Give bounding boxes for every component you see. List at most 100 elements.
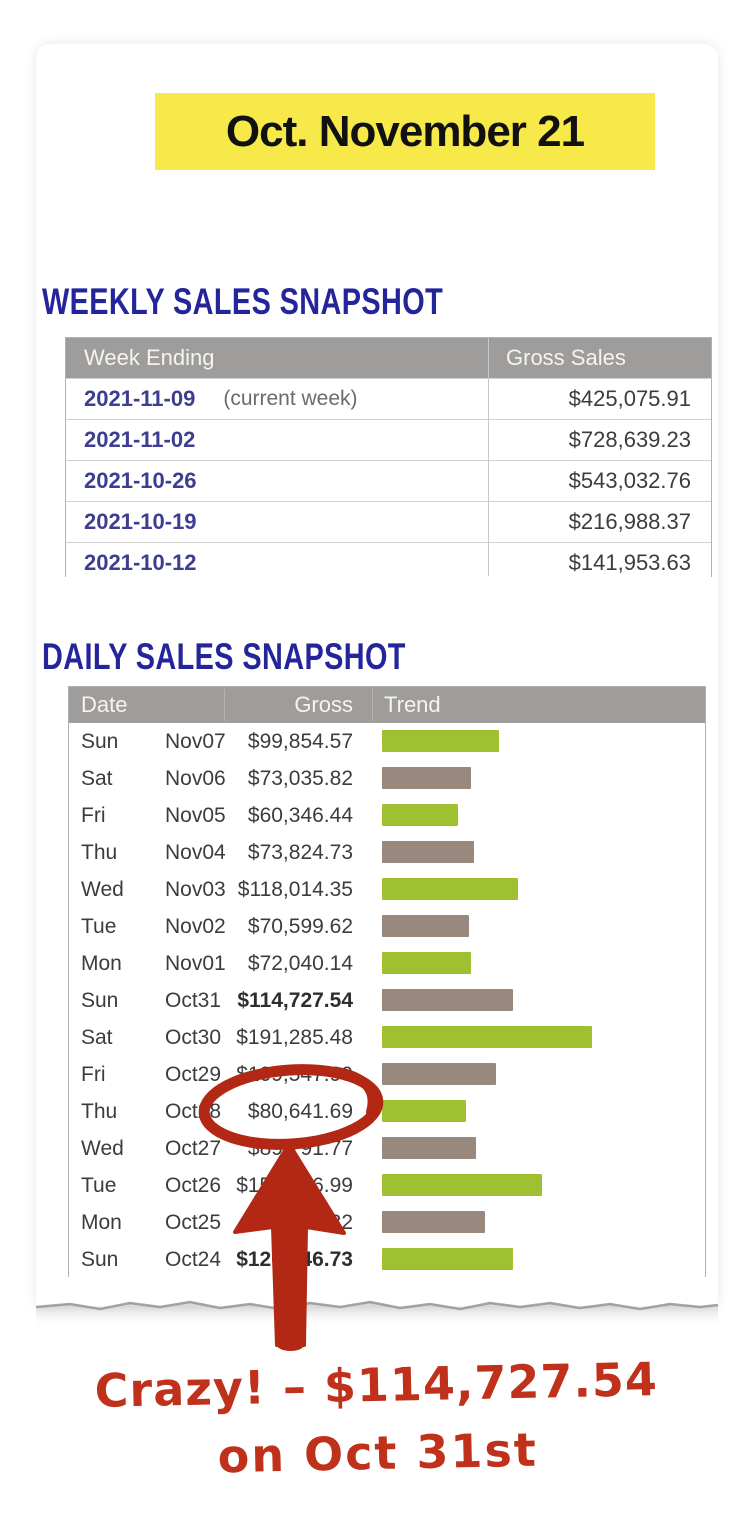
date-label: Nov01: [165, 951, 226, 975]
day-of-week: Tue: [81, 1173, 117, 1197]
daily-row: Sun Oct31 $114,727.54: [69, 982, 705, 1019]
date-label: Nov03: [165, 877, 226, 901]
handwritten-note-line1: Crazy! – $114,727.54: [94, 1352, 659, 1418]
day-of-week: Sun: [81, 1247, 119, 1271]
daily-row: Sun Nov07 $99,854.57: [69, 723, 705, 760]
date-label: Oct26: [165, 1173, 222, 1197]
day-of-week: Tue: [81, 914, 117, 938]
daily-gross-value: $73,035.82: [247, 766, 353, 790]
daily-gross-value: $191,285.48: [236, 1025, 353, 1049]
weekly-section-heading: WEEKLY SALES SNAPSHOT: [42, 281, 444, 322]
trend-bar: [382, 878, 518, 900]
day-of-week: Sat: [81, 766, 113, 790]
week-ending-link[interactable]: 2021-10-26: [84, 468, 197, 493]
date-label: Oct25: [165, 1210, 222, 1234]
date-label: Nov04: [165, 840, 226, 864]
weekly-gross-value: $425,075.91: [568, 386, 691, 411]
weekly-table-header: Week Ending Gross Sales: [66, 338, 711, 378]
daily-gross-value: $118,014.35: [237, 877, 353, 901]
daily-gross-value: $60,346.44: [247, 803, 353, 827]
day-of-week: Sun: [81, 729, 119, 753]
trend-bar: [382, 730, 499, 752]
date-label: Nov02: [165, 914, 226, 938]
daily-row: Sat Oct30 $191,285.48: [69, 1019, 705, 1056]
daily-gross-value: $80,641.69: [247, 1099, 353, 1123]
daily-gross-value: $114,727.54: [237, 988, 353, 1012]
daily-row: Tue Oct26 $151,246.99: [69, 1167, 705, 1204]
weekly-col-gross-sales: Gross Sales: [506, 345, 626, 370]
daily-gross-value: $99,283.32: [247, 1210, 353, 1234]
stats-card: Oct. November 21 WEEKLY SALES SNAPSHOT W…: [36, 44, 718, 1306]
daily-row: Wed Nov03 $118,014.35: [69, 871, 705, 908]
week-ending-link[interactable]: 2021-11-09: [84, 386, 196, 411]
week-ending-link[interactable]: 2021-10-12: [84, 550, 197, 575]
day-of-week: Sat: [81, 1025, 113, 1049]
date-label: Oct30: [165, 1025, 222, 1049]
trend-bar: [382, 1248, 513, 1270]
handwritten-note-line2: on Oct 31st: [217, 1422, 539, 1484]
daily-row: Sun Oct24 $126,346.73: [69, 1241, 705, 1278]
weekly-row: 2021-10-26 $543,032.76: [66, 460, 711, 501]
weekly-gross-value: $141,953.63: [568, 550, 691, 575]
weekly-sales-table: Week Ending Gross Sales 2021-11-09 (curr…: [65, 337, 712, 583]
date-label: Nov06: [165, 766, 226, 790]
handwritten-note: Crazy! – $114,727.54 on Oct 31st: [0, 1350, 754, 1488]
daily-row: Sat Nov06 $73,035.82: [69, 760, 705, 797]
weekly-gross-value: $216,988.37: [568, 509, 691, 534]
header-seam: [372, 689, 373, 721]
daily-row: Fri Nov05 $60,346.44: [69, 797, 705, 834]
daily-row: Fri Oct29 $109,547.99: [69, 1056, 705, 1093]
daily-col-gross: Gross: [294, 692, 353, 717]
daily-row: Tue Nov02 $70,599.62: [69, 908, 705, 945]
daily-sales-table: Date Gross Trend Sun Nov07 $99,854.57 Sa…: [68, 686, 706, 1278]
daily-rows: Sun Nov07 $99,854.57 Sat Nov06 $73,035.8…: [69, 723, 705, 1278]
trend-bar: [382, 841, 474, 863]
daily-row: Thu Nov04 $73,824.73: [69, 834, 705, 871]
day-of-week: Fri: [81, 803, 106, 827]
trend-bar: [382, 1211, 485, 1233]
day-of-week: Thu: [81, 1099, 118, 1123]
date-label: Oct31: [165, 988, 222, 1012]
daily-row: Wed Oct27 $89,791.77: [69, 1130, 705, 1167]
weekly-row: 2021-10-12 $141,953.63: [66, 542, 711, 583]
date-label: Nov05: [165, 803, 226, 827]
daily-gross-value: $89,791.77: [247, 1136, 353, 1160]
trend-bar: [382, 767, 471, 789]
trend-bar: [382, 915, 469, 937]
day-of-week: Fri: [81, 1062, 106, 1086]
page-title: Oct. November 21: [225, 106, 585, 156]
daily-gross-value: $126,346.73: [236, 1247, 353, 1271]
day-of-week: Mon: [81, 1210, 122, 1234]
trend-bar: [382, 1026, 592, 1048]
daily-row: Thu Oct28 $80,641.69: [69, 1093, 705, 1130]
daily-row: Mon Nov01 $72,040.14: [69, 945, 705, 982]
daily-col-trend: Trend: [384, 692, 441, 717]
weekly-column-divider: [488, 338, 489, 576]
day-of-week: Sun: [81, 988, 119, 1012]
week-ending-link[interactable]: 2021-10-19: [84, 509, 197, 534]
trend-bar: [382, 804, 458, 826]
trend-bar: [382, 989, 513, 1011]
weekly-col-week-ending: Week Ending: [84, 345, 215, 370]
title-highlight: Oct. November 21: [155, 93, 655, 170]
trend-bar: [382, 1137, 476, 1159]
header-seam: [224, 689, 225, 721]
current-week-note: (current week): [223, 387, 358, 410]
trend-bar: [382, 1174, 542, 1196]
daily-table-header: Date Gross Trend: [69, 687, 705, 723]
date-label: Nov07: [165, 729, 226, 753]
day-of-week: Mon: [81, 951, 122, 975]
daily-gross-value: $72,040.14: [247, 951, 353, 975]
weekly-gross-value: $728,639.23: [568, 427, 691, 452]
weekly-gross-value: $543,032.76: [568, 468, 691, 493]
day-of-week: Thu: [81, 840, 118, 864]
weekly-row: 2021-10-19 $216,988.37: [66, 501, 711, 542]
daily-gross-value: $70,599.62: [247, 914, 353, 938]
trend-bar: [382, 952, 471, 974]
day-of-week: Wed: [81, 1136, 124, 1160]
week-ending-link[interactable]: 2021-11-02: [84, 427, 196, 452]
trend-bar: [382, 1063, 496, 1085]
daily-row: Mon Oct25 $99,283.32: [69, 1204, 705, 1241]
trend-bar: [382, 1100, 466, 1122]
